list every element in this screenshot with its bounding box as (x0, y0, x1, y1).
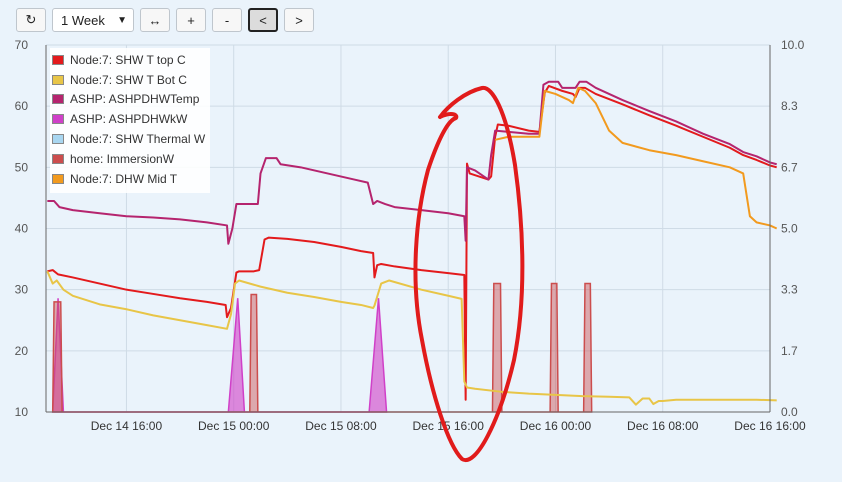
x-tick-label: Dec 15 16:00 (413, 419, 485, 433)
chart-axes: 7060504030201010.08.36.75.03.31.70.0Dec … (15, 38, 806, 433)
pan-forward-button[interactable]: > (284, 8, 314, 32)
legend-label: Node:7: SHW Thermal W (70, 132, 206, 147)
series-node-7-dhw-mid-t-line (494, 86, 778, 230)
y-right-tick-label: 8.3 (781, 99, 798, 113)
y-left-tick-label: 20 (15, 344, 29, 358)
y-right-tick-label: 10.0 (781, 38, 805, 52)
refresh-button[interactable]: ↻ (16, 8, 46, 32)
legend-label: home: ImmersionW (70, 151, 175, 166)
legend-swatch (52, 153, 64, 164)
range-select[interactable]: 1 Week ▼ (52, 8, 134, 32)
y-right-tick-label: 1.7 (781, 344, 798, 358)
x-tick-label: Dec 15 08:00 (305, 419, 377, 433)
chevron-down-icon: ▼ (117, 14, 127, 26)
y-left-tick-label: 70 (15, 38, 29, 52)
legend-item[interactable]: Node:7: SHW Thermal W (52, 129, 210, 149)
legend-label: ASHP: ASHPDHWkW (70, 112, 188, 127)
y-left-tick-label: 40 (15, 222, 29, 236)
legend-swatch (52, 173, 64, 184)
legend-item[interactable]: home: ImmersionW (52, 149, 210, 169)
pan-back-button[interactable]: < (248, 8, 278, 32)
legend-label: Node:7: DHW Mid T (70, 171, 178, 186)
legend-swatch (52, 114, 64, 125)
y-left-tick-label: 60 (15, 99, 29, 113)
legend: Node:7: SHW T top C Node:7: SHW T Bot C AS… (50, 48, 210, 193)
legend-label: Node:7: SHW T Bot C (70, 72, 187, 87)
legend-swatch (52, 74, 64, 85)
series-ashp-ashpdhwtemp-line (47, 80, 777, 245)
y-right-tick-label: 6.7 (781, 160, 798, 174)
series-node-7-shw-t-bot-c-line (46, 270, 777, 406)
x-tick-label: Dec 16 08:00 (627, 419, 699, 433)
y-left-tick-label: 50 (15, 160, 29, 174)
zoom-in-button[interactable]: + (176, 8, 206, 32)
legend-label: ASHP: ASHPDHWTemp (70, 92, 200, 107)
legend-swatch (52, 134, 64, 145)
x-tick-label: Dec 16 16:00 (734, 419, 806, 433)
chart-lines (46, 80, 778, 406)
series-node-7-shw-t-top-c-line (47, 84, 777, 401)
legend-item[interactable]: ASHP: ASHPDHWkW (52, 109, 210, 129)
legend-item[interactable]: Node:7: SHW T top C (52, 50, 210, 70)
y-right-tick-label: 5.0 (781, 222, 798, 236)
legend-item[interactable]: Node:7: DHW Mid T (52, 169, 210, 189)
y-left-tick-label: 10 (15, 405, 29, 419)
range-select-value: 1 Week (61, 12, 105, 28)
x-tick-label: Dec 15 00:00 (198, 419, 270, 433)
y-right-tick-label: 0.0 (781, 405, 798, 419)
zoom-out-button[interactable]: - (212, 8, 242, 32)
horizontal-arrows-icon: ↔ (148, 12, 162, 28)
legend-item[interactable]: Node:7: SHW T Bot C (52, 70, 210, 90)
x-tick-label: Dec 14 16:00 (91, 419, 163, 433)
hand-drawn-circle-annotation (413, 85, 525, 463)
refresh-icon: ↻ (25, 12, 37, 27)
legend-item[interactable]: ASHP: ASHPDHWTemp (52, 90, 210, 110)
x-tick-label: Dec 16 00:00 (520, 419, 592, 433)
legend-label: Node:7: SHW T top C (70, 52, 186, 67)
legend-swatch (52, 94, 64, 105)
expand-range-button[interactable]: ↔ (140, 8, 170, 32)
toolbar: ↻ 1 Week ▼ ↔ + - < > (16, 8, 314, 32)
y-left-tick-label: 30 (15, 283, 29, 297)
legend-swatch (52, 54, 64, 65)
y-right-tick-label: 3.3 (781, 283, 798, 297)
